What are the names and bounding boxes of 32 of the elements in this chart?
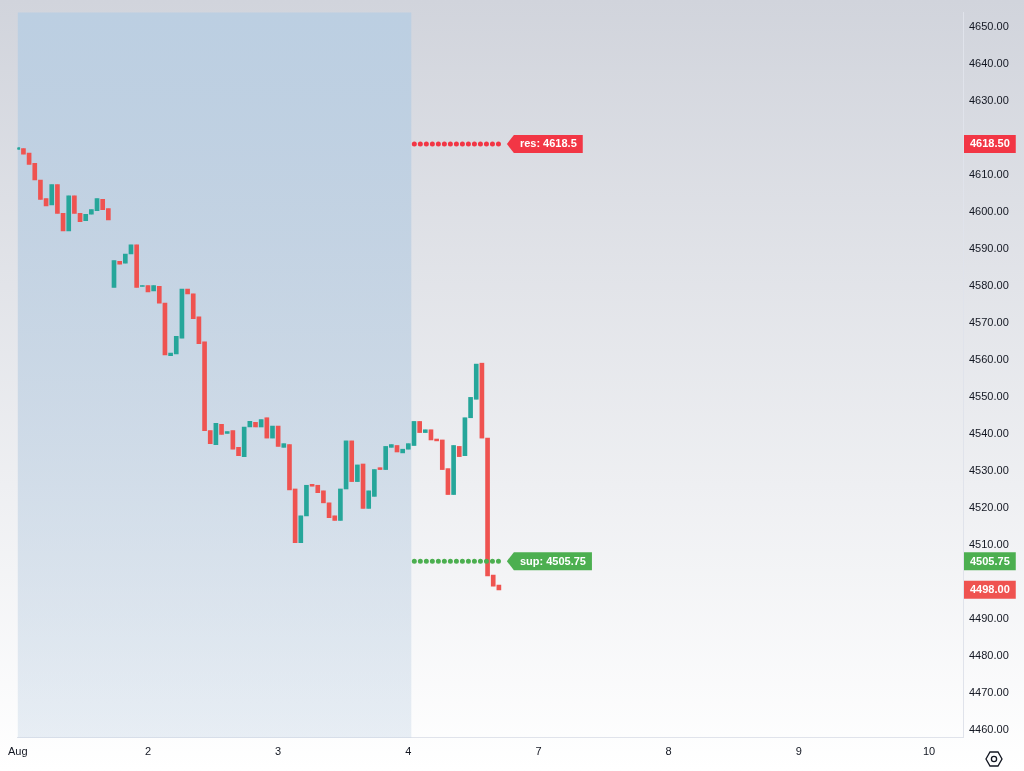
y-tick-label: 4610.00 [969, 168, 1009, 181]
y-tick-label: 4630.00 [969, 94, 1009, 107]
x-tick-label: 4 [405, 745, 412, 758]
y-tick-label: 4520.00 [969, 501, 1009, 514]
x-tick-label: 10 [922, 745, 936, 758]
y-tick-label: 4490.00 [969, 612, 1009, 625]
y-tick-label: 4530.00 [969, 464, 1009, 477]
y-tick-label: 4580.00 [969, 279, 1009, 292]
y-tick-label: 4470.00 [969, 686, 1009, 699]
y-tick-label: 4640.00 [969, 57, 1009, 70]
y-tick-label: 4560.00 [969, 353, 1009, 366]
y-tick-label: 4540.00 [969, 427, 1009, 440]
x-tick-label: 2 [144, 745, 152, 758]
text: 4618.50 [970, 137, 1010, 150]
y-tick-label: 4480.00 [969, 649, 1009, 662]
y-tick-label: 4570.00 [969, 316, 1009, 329]
x-tick-label: 9 [795, 745, 802, 758]
ref-line-label: sup: 4505.75 [519, 554, 586, 567]
text: 4498.00 [970, 583, 1010, 596]
x-tick-label: 8 [665, 745, 672, 758]
y-tick-label: 4590.00 [969, 242, 1009, 255]
candlestick [275, 425, 281, 447]
y-tick-label: 4650.00 [969, 20, 1009, 33]
y-tick-label: 4510.00 [969, 538, 1009, 551]
x-tick-label: Aug [8, 745, 28, 758]
text: 4505.75 [970, 554, 1010, 567]
y-tick-label: 4600.00 [969, 205, 1009, 218]
ref-line-label: res: 4618.5 [519, 137, 577, 150]
y-tick-label: 4460.00 [969, 723, 1009, 736]
y-tick-label: 4550.00 [969, 390, 1009, 403]
x-tick-label: 7 [535, 745, 542, 758]
x-tick-label: 3 [275, 745, 282, 758]
